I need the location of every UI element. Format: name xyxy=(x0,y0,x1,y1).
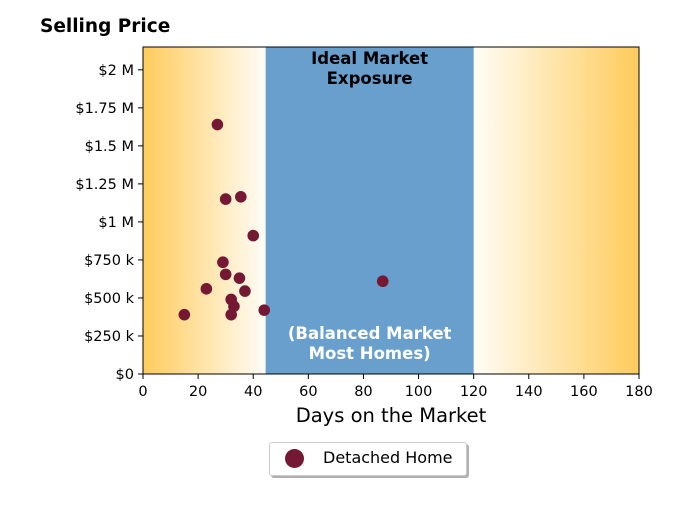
scatter-plot: Ideal Market Exposure (Balanced Market M… xyxy=(75,46,653,427)
y-tick-label: $1.75 M xyxy=(75,101,134,117)
data-point xyxy=(247,229,260,242)
x-tick-label: 100 xyxy=(405,384,433,400)
background-gradient-right xyxy=(473,47,639,374)
y-tick-label: $1.25 M xyxy=(75,177,134,193)
y-axis: $0 $250 k $500 k $750 k $1 M $1.25 M $1.5 M $1.… xyxy=(75,63,143,383)
background-gradient-left xyxy=(143,47,266,374)
y-tick-label: $1 M xyxy=(98,215,134,231)
data-point xyxy=(219,193,232,205)
x-axis-label: Days on the Market xyxy=(296,404,487,427)
data-point xyxy=(178,308,191,321)
ideal-exposure-band xyxy=(265,47,474,374)
y-tick-label: $0 xyxy=(116,367,134,383)
legend: Detached Home xyxy=(269,442,467,476)
data-point xyxy=(239,285,251,297)
data-point xyxy=(235,191,247,203)
band-label-top-line-1: Ideal Market xyxy=(311,49,428,68)
x-tick-label: 120 xyxy=(460,384,488,400)
plot-frame xyxy=(142,46,640,375)
x-tick-label: 20 xyxy=(189,384,207,400)
x-tick-label: 80 xyxy=(354,384,372,400)
data-points xyxy=(178,118,389,321)
x-tick-label: 60 xyxy=(299,384,317,400)
data-point xyxy=(258,304,271,316)
x-tick-label: 140 xyxy=(515,384,543,400)
data-point xyxy=(219,268,232,281)
legend-label: Detached Home xyxy=(323,448,453,467)
data-point xyxy=(217,256,229,269)
y-tick-label: $750 k xyxy=(84,253,135,269)
y-tick-label: $250 k xyxy=(84,329,135,345)
data-point xyxy=(211,118,224,131)
x-tick-label: 40 xyxy=(244,384,262,400)
data-point xyxy=(376,275,389,288)
data-point xyxy=(200,283,213,295)
x-tick-label: 180 xyxy=(625,384,653,400)
y-tick-label: $2 M xyxy=(98,63,134,79)
data-point xyxy=(233,272,246,284)
data-point xyxy=(228,300,240,313)
x-tick-label: 0 xyxy=(138,384,147,400)
band-label-bottom-line-2: Most Homes) xyxy=(309,344,431,363)
band-label-bottom-line-1: (Balanced Market xyxy=(288,324,452,343)
legend-marker xyxy=(285,449,304,468)
x-tick-label: 160 xyxy=(570,384,598,400)
band-label-top-line-2: Exposure xyxy=(327,69,413,88)
y-tick-label: $500 k xyxy=(84,291,135,307)
y-tick-label: $1.5 M xyxy=(85,139,134,155)
x-axis: 0 20 40 60 80 100 120 140 160 180 xyxy=(138,374,653,400)
chart-title: Selling Price xyxy=(40,16,171,37)
